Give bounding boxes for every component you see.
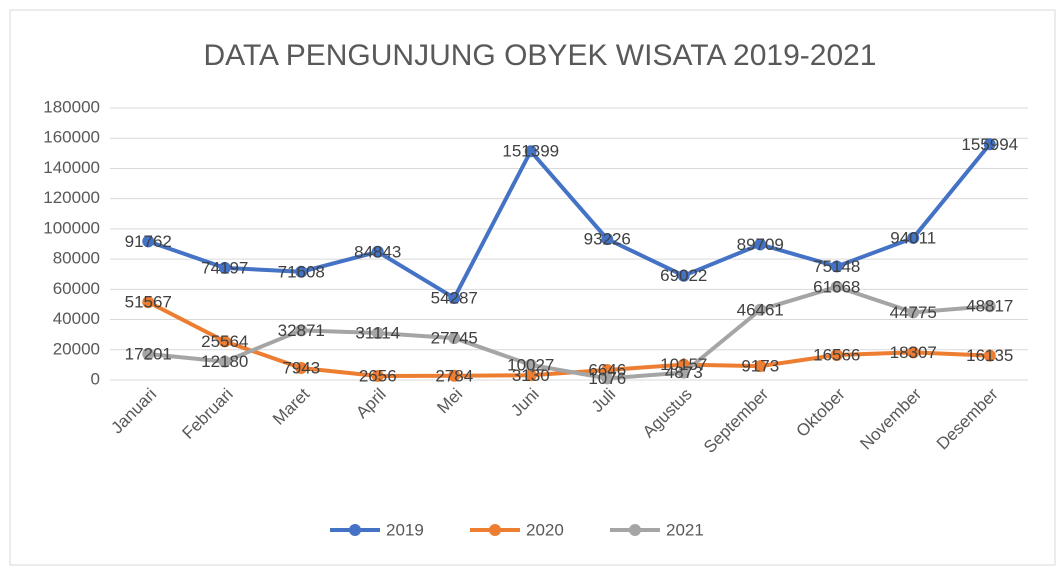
point-marker [830, 348, 843, 361]
legend-label: 2019 [386, 520, 424, 539]
data-label: 54287 [431, 288, 478, 307]
point-marker [524, 145, 537, 158]
legend-label: 2020 [526, 520, 564, 539]
data-label: 94011 [890, 228, 936, 247]
point-marker [218, 355, 231, 368]
data-label: 46461 [737, 300, 784, 319]
data-label: 2784 [435, 366, 473, 385]
y-tick-label: 180000 [43, 97, 100, 116]
point-marker [754, 303, 767, 316]
legend-label: 2021 [666, 520, 704, 539]
point-marker [677, 269, 690, 282]
point-marker [524, 369, 537, 382]
point-marker [754, 238, 767, 251]
data-label: 44775 [890, 303, 937, 322]
series-line [146, 142, 992, 300]
data-label: 84843 [354, 242, 401, 261]
data-label: 2656 [359, 366, 397, 385]
point-marker [295, 265, 308, 278]
data-label: 91762 [125, 232, 172, 251]
point-marker [371, 326, 384, 339]
data-label: 32871 [278, 321, 325, 340]
data-label: 6646 [588, 360, 626, 379]
data-label: 3130 [512, 366, 550, 385]
point-marker [142, 348, 155, 361]
chart-border [9, 9, 1056, 566]
series-line [146, 284, 992, 381]
point-marker [830, 260, 843, 273]
y-tick-label: 20000 [53, 339, 100, 358]
data-label: 151399 [502, 142, 559, 161]
y-tick-label: 120000 [43, 188, 100, 207]
data-label: 27745 [431, 329, 478, 348]
y-tick-label: 80000 [53, 249, 100, 268]
data-label: 93226 [584, 230, 631, 249]
point-marker [983, 300, 996, 313]
point-marker [218, 261, 231, 274]
data-label: 18307 [890, 343, 937, 362]
data-label: 16135 [966, 346, 1013, 365]
legend-marker [349, 524, 361, 536]
data-label: 1076 [588, 369, 626, 388]
data-label: 51567 [125, 293, 172, 312]
point-marker [983, 349, 996, 362]
legend-marker [629, 524, 641, 536]
point-marker [218, 335, 231, 348]
y-tick-label: 100000 [43, 218, 100, 237]
y-tick-label: 60000 [53, 279, 100, 298]
data-label: 61668 [813, 277, 860, 296]
point-marker [907, 231, 920, 244]
data-label: 89709 [737, 235, 784, 254]
point-marker [295, 361, 308, 374]
point-marker [295, 324, 308, 337]
y-tick-label: 40000 [53, 309, 100, 328]
data-label: 16566 [813, 345, 860, 364]
point-marker [448, 291, 461, 304]
point-marker [754, 360, 767, 373]
data-label: 31114 [355, 323, 400, 342]
point-marker [830, 280, 843, 293]
data-label: 9173 [741, 357, 779, 376]
y-tick-label: 140000 [43, 158, 100, 177]
data-label: 10157 [660, 355, 707, 374]
data-label: 25564 [201, 332, 248, 351]
data-label: 4873 [665, 363, 703, 382]
point-marker [601, 233, 614, 246]
point-marker [907, 346, 920, 359]
data-label: 10027 [507, 355, 554, 374]
point-marker [371, 245, 384, 258]
point-marker [601, 363, 614, 376]
data-label: 48817 [966, 297, 1013, 316]
point-marker [983, 138, 996, 151]
point-marker [371, 369, 384, 382]
point-marker [524, 358, 537, 371]
point-marker [448, 332, 461, 345]
data-label: 17201 [125, 344, 172, 363]
y-tick-label: 160000 [43, 128, 100, 147]
point-marker [907, 306, 920, 319]
point-marker [448, 369, 461, 382]
chart-title: DATA PENGUNJUNG OBYEK WISATA 2019-2021 [204, 39, 877, 72]
data-label: 74197 [201, 258, 248, 277]
legend-marker [489, 524, 501, 536]
data-label: 7943 [282, 358, 320, 377]
point-marker [142, 296, 155, 309]
point-marker [601, 372, 614, 385]
data-label: 71608 [278, 262, 325, 281]
data-label: 12180 [201, 352, 248, 371]
data-label: 75148 [813, 257, 860, 276]
point-marker [677, 366, 690, 379]
data-label: 69022 [660, 266, 707, 285]
point-marker [142, 235, 155, 248]
y-tick-label: 0 [91, 369, 100, 388]
data-label: 155994 [961, 135, 1018, 154]
